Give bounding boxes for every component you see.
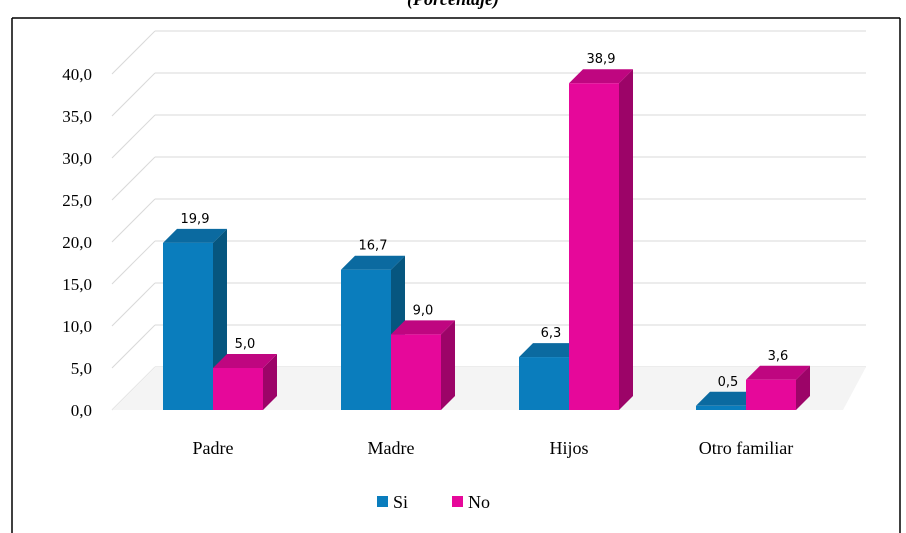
y-tick-label: 30,0	[62, 149, 92, 168]
category-label: Hijos	[549, 438, 588, 458]
category-label: Madre	[368, 438, 415, 458]
gridline-diagonal	[111, 72, 156, 117]
bar-front	[341, 269, 391, 410]
bar-front	[696, 405, 746, 410]
gridline-diagonal	[111, 324, 156, 369]
category-label: Otro familiar	[699, 438, 793, 458]
y-tick-label: 0,0	[71, 401, 92, 420]
bar-no-otro-familiar	[746, 365, 810, 410]
gridline-diagonal	[111, 282, 156, 327]
bar-front	[569, 83, 619, 411]
data-label: 3,6	[768, 349, 789, 364]
data-label: 16,7	[359, 239, 388, 254]
y-tick-label: 15,0	[62, 275, 92, 294]
bar-top	[519, 343, 583, 358]
bar-front	[391, 334, 441, 410]
bar-top	[341, 255, 405, 270]
data-label: 19,9	[181, 212, 210, 227]
bar-top	[163, 228, 227, 243]
bar-top	[569, 69, 633, 84]
bar-top	[213, 354, 277, 368]
bar-front	[213, 368, 263, 410]
y-tick-label: 20,0	[62, 233, 92, 252]
bar-no-madre	[391, 320, 455, 410]
legend-label-no: No	[468, 492, 490, 512]
data-label: 0,5	[718, 375, 739, 390]
y-tick-label: 40,0	[62, 65, 92, 84]
bar-front	[746, 379, 796, 410]
floor-layer	[112, 367, 866, 410]
y-axis-ticks: 0,0 5,0 10,0 15,0 20,0 25,0 30,0 35,0 40,0	[62, 65, 92, 420]
bar-side	[796, 365, 810, 410]
bar-si-padre	[163, 228, 227, 410]
chart-title: (Porcentaje)	[407, 0, 499, 10]
bar-side	[441, 320, 455, 410]
bar-front	[163, 242, 213, 410]
y-tick-label: 25,0	[62, 191, 92, 210]
bar-top	[696, 391, 760, 406]
bar-top	[391, 320, 455, 335]
y-tick-label: 10,0	[62, 317, 92, 336]
data-label: 38,9	[587, 52, 616, 67]
x-axis-categories: Padre Madre Hijos Otro familiar	[193, 438, 794, 458]
data-label: 6,3	[541, 326, 562, 341]
chart-floor	[112, 367, 866, 410]
bar-no-padre	[213, 354, 277, 410]
category-label: Padre	[193, 438, 234, 458]
gridline-diagonal	[111, 30, 156, 75]
gridline-diagonal	[111, 114, 156, 159]
y-tick-label: 35,0	[62, 107, 92, 126]
bar-front	[519, 357, 569, 410]
bar-side	[619, 69, 633, 411]
y-tick-label: 5,0	[71, 359, 92, 378]
bar-top	[746, 365, 810, 380]
bar-no-hijos	[569, 69, 633, 411]
gridline-diagonal	[111, 198, 156, 243]
gridline-diagonal	[111, 156, 156, 201]
bar-side	[263, 354, 277, 410]
legend-swatch-si	[377, 496, 388, 507]
data-labels-layer: 19,9 5,0 16,7 9,0 6,3 38,9 0,5 3,6	[181, 52, 789, 390]
bars-layer	[163, 69, 810, 411]
legend: Si No	[377, 492, 490, 512]
legend-label-si: Si	[393, 492, 408, 512]
data-label: 9,0	[413, 303, 434, 318]
data-label: 5,0	[235, 337, 256, 352]
gridline-diagonal	[111, 240, 156, 285]
legend-swatch-no	[452, 496, 463, 507]
